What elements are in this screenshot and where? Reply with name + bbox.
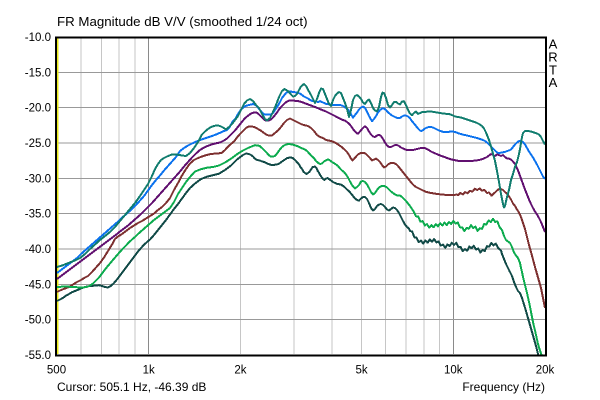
svg-text:-45.0: -45.0 [25, 279, 51, 291]
svg-text:-10.0: -10.0 [25, 32, 51, 44]
svg-text:T: T [549, 62, 557, 77]
svg-text:R: R [548, 49, 557, 64]
svg-text:FR Magnitude dB V/V (smoothed: FR Magnitude dB V/V (smoothed 1/24 oct) [57, 14, 308, 29]
svg-text:-25.0: -25.0 [25, 138, 51, 150]
svg-text:2k: 2k [234, 365, 246, 377]
svg-text:A: A [549, 75, 558, 90]
svg-text:-30.0: -30.0 [25, 173, 51, 185]
svg-text:Frequency (Hz): Frequency (Hz) [462, 380, 545, 394]
svg-text:Cursor: 505.1 Hz, -46.39 dB: Cursor: 505.1 Hz, -46.39 dB [57, 380, 206, 394]
svg-text:-50.0: -50.0 [25, 315, 51, 327]
svg-text:-40.0: -40.0 [25, 244, 51, 256]
svg-text:1k: 1k [143, 365, 155, 377]
svg-text:-15.0: -15.0 [25, 67, 51, 79]
svg-text:-55.0: -55.0 [25, 350, 51, 362]
svg-text:5k: 5k [356, 365, 368, 377]
svg-text:-35.0: -35.0 [25, 209, 51, 221]
svg-text:A: A [549, 37, 558, 52]
svg-text:500: 500 [47, 365, 66, 377]
svg-text:10k: 10k [444, 365, 463, 377]
svg-text:-20.0: -20.0 [25, 103, 51, 115]
svg-text:20k: 20k [536, 365, 555, 377]
